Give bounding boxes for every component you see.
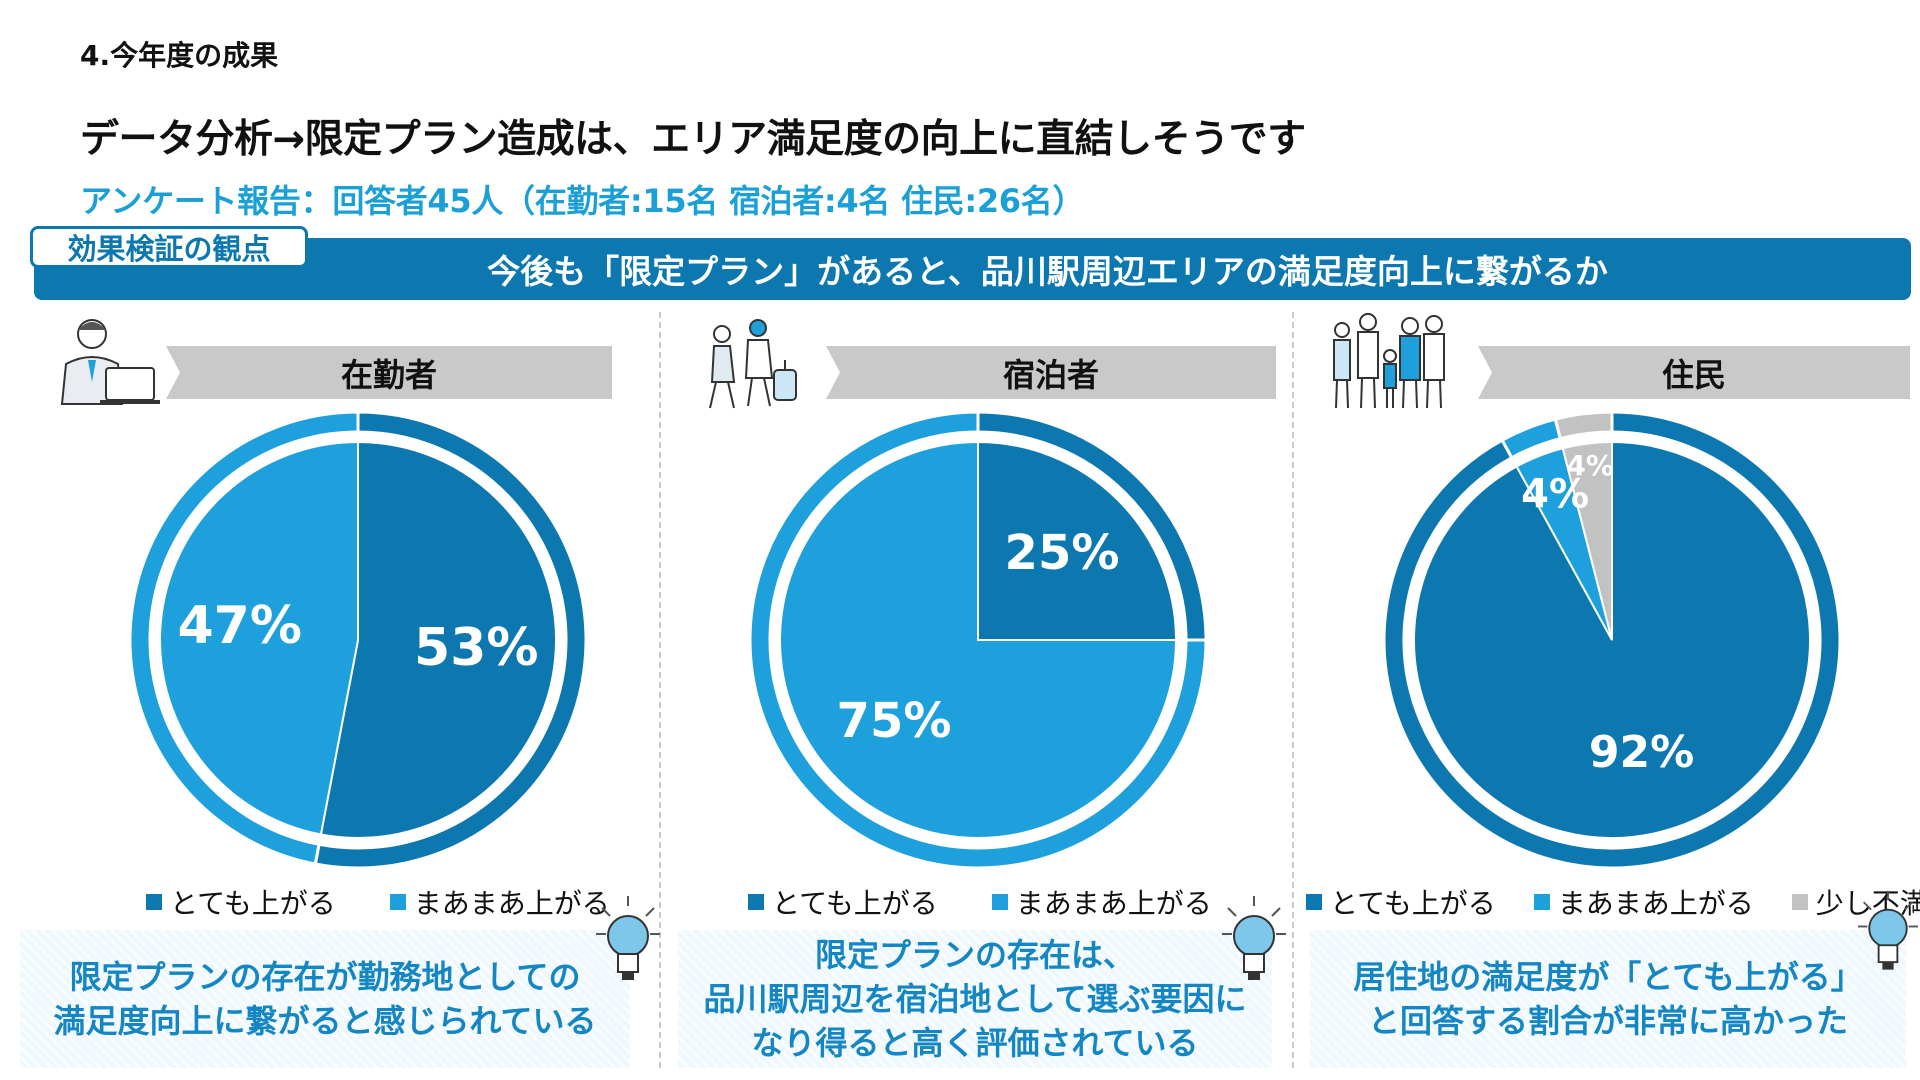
banner-question: 今後も「限定プラン」があると、品川駅周辺エリアの満足度向上に繋がるか [487, 252, 1608, 291]
panel-note-text: 限定プランの存在が勤務地としての 満足度向上に繋がると感じられている [53, 958, 597, 1040]
legend-item: 少し不満 [1791, 882, 1920, 922]
legend-item: とても上がる [1306, 882, 1496, 922]
legend-item: まあまあ上がる [389, 882, 610, 922]
legend-label: まあまあ上がる [413, 887, 610, 920]
legend-swatch [1306, 894, 1322, 910]
pie-chart-workers: 53% 47% [128, 410, 588, 870]
question-banner: 今後も「限定プラン」があると、品川駅周辺エリアの満足度向上に繋がるか [34, 238, 1911, 300]
pie-ring-segment [1553, 410, 1614, 441]
column-divider [1292, 312, 1294, 1068]
office-worker-icon [60, 319, 160, 405]
legend-swatch [146, 894, 162, 910]
pie-data-label: 92% [1589, 727, 1694, 778]
panel-note: 居住地の満足度が「とても上がる」 と回答する割合が非常に高かった [1310, 930, 1906, 1068]
chart-legend: とても上がる まあまあ上がる [146, 882, 648, 922]
banner-tag: 効果検証の観点 [30, 226, 308, 268]
legend-swatch [1533, 894, 1550, 910]
panel-title: 宿泊者 [1002, 355, 1099, 394]
residents-family-icon [1333, 313, 1445, 409]
panel-guests: 宿泊者 25% 75% とても上がる まあまあ上がる 限定プランの存在は、 品川駅… [678, 312, 1290, 1072]
panel-title-tab: 在勤者 [166, 346, 612, 399]
pie-data-label: 4% [1521, 471, 1589, 517]
pie-ring-segment [748, 410, 1208, 870]
pie-data-label: 75% [837, 693, 952, 749]
pie-ring-segment [128, 410, 360, 866]
section-title: 4.今年度の成果 [80, 39, 279, 72]
pie-slice [319, 440, 557, 839]
legend-swatch [991, 894, 1008, 910]
panel-title: 在勤者 [340, 355, 437, 394]
travelers-icon [709, 319, 797, 409]
legend-label: まあまあ上がる [1557, 887, 1754, 920]
pie-slice [779, 440, 1178, 839]
legend-item: まあまあ上がる [991, 882, 1212, 922]
page-headline: データ分析→限定プラン造成は、エリア満足度の向上に直結しそうです [80, 117, 1306, 162]
panel-note-text: 限定プランの存在は、 品川駅周辺を宿泊地として選ぶ要因に なり得ると高く評価され… [703, 936, 1247, 1062]
legend-label: とても上がる [772, 887, 938, 920]
panel-title-tab: 宿泊者 [826, 346, 1276, 399]
legend-label: まあまあ上がる [1015, 887, 1212, 920]
pie-data-label: 4% [1566, 449, 1614, 482]
pie-data-label: 53% [414, 618, 538, 678]
legend-item: とても上がる [146, 882, 336, 922]
panel-title: 住民 [1661, 355, 1726, 394]
legend-swatch [748, 894, 764, 910]
pie-slice [1561, 440, 1613, 641]
lightbulb-icon [596, 896, 660, 980]
pie-slice [977, 440, 1178, 641]
lightbulb-icon [1222, 896, 1286, 980]
panel-title-tab: 住民 [1478, 346, 1910, 399]
chart-legend: とても上がる まあまあ上がる [748, 882, 1250, 922]
panel-note: 限定プランの存在は、 品川駅周辺を宿泊地として選ぶ要因に なり得ると高く評価され… [678, 930, 1272, 1068]
pie-data-label: 25% [1005, 525, 1120, 581]
pie-data-label: 47% [177, 596, 301, 656]
lightbulb-icon [1858, 890, 1918, 970]
legend-label: とても上がる [1330, 887, 1496, 920]
pie-chart-guests: 25% 75% [748, 410, 1208, 870]
pie-slice [159, 440, 359, 836]
panel-residents: 住民 92% 4% 4% とても上がる まあまあ上がる 少し不満 居住地の満足度が「… [1306, 312, 1920, 1072]
pie-chart-residents: 92% 4%4% [1382, 410, 1842, 870]
legend-label: 少し不満 [1815, 887, 1920, 920]
column-divider [659, 312, 661, 1068]
panel-note: 限定プランの存在が勤務地としての 満足度向上に繋がると感じられている [20, 930, 630, 1068]
legend-swatch [1791, 894, 1808, 910]
panel-note-text: 居住地の満足度が「とても上がる」 と回答する割合が非常に高かった [1353, 958, 1863, 1040]
legend-item: とても上がる [748, 882, 938, 922]
panel-workers: 在勤者 53% 47% とても上がる まあまあ上がる 限定プランの存在が勤務地とし… [20, 312, 660, 1072]
chart-legend: とても上がる まあまあ上がる 少し不満 [1306, 882, 1920, 922]
survey-summary: アンケート報告：回答者45人（在勤者:15名 宿泊者:4名 住民:26名） [80, 182, 1085, 220]
legend-item: まあまあ上がる [1533, 882, 1754, 922]
legend-label: とても上がる [170, 887, 336, 920]
legend-swatch [389, 894, 406, 910]
